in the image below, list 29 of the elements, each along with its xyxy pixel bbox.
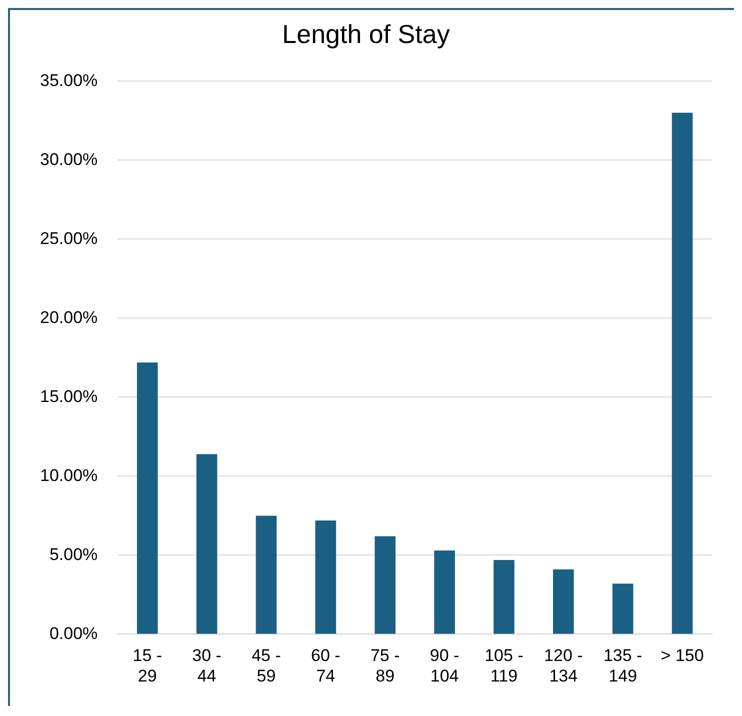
bar bbox=[136, 362, 158, 634]
y-tick-label: 0.00% bbox=[49, 624, 98, 643]
bar bbox=[553, 569, 574, 634]
x-tick-label: 135 - 149 bbox=[603, 646, 642, 686]
bar bbox=[256, 516, 277, 634]
bar bbox=[196, 454, 218, 634]
x-tick-label: 15 - 29 bbox=[132, 646, 162, 686]
x-tick-label: 75 - 89 bbox=[370, 646, 400, 686]
x-tick-label: 45 - 59 bbox=[252, 646, 281, 686]
bar bbox=[374, 536, 396, 634]
y-tick-label: 25.00% bbox=[40, 228, 98, 248]
y-tick-label: 20.00% bbox=[40, 308, 98, 327]
bar bbox=[612, 584, 634, 634]
bar bbox=[672, 112, 693, 634]
x-tick-label: 90 - 104 bbox=[430, 646, 460, 686]
y-tick-label: 10.00% bbox=[40, 466, 98, 485]
y-tick-label: 30.00% bbox=[40, 150, 98, 169]
y-tick-label: 35.00% bbox=[40, 70, 98, 90]
x-tick-label: 60 - 74 bbox=[311, 646, 340, 686]
x-tick-label: 105 - 119 bbox=[484, 646, 524, 686]
bar bbox=[434, 550, 455, 634]
chart-title: Length of Stay bbox=[282, 18, 450, 49]
bar bbox=[315, 520, 336, 634]
x-tick-label: 120 - 134 bbox=[544, 646, 583, 686]
y-tick-label: 5.00% bbox=[49, 544, 98, 564]
x-tick-label: > 150 bbox=[660, 646, 704, 666]
bar bbox=[494, 560, 514, 634]
y-tick-label: 15.00% bbox=[40, 386, 98, 406]
x-tick-label: 30 - 44 bbox=[192, 646, 222, 686]
